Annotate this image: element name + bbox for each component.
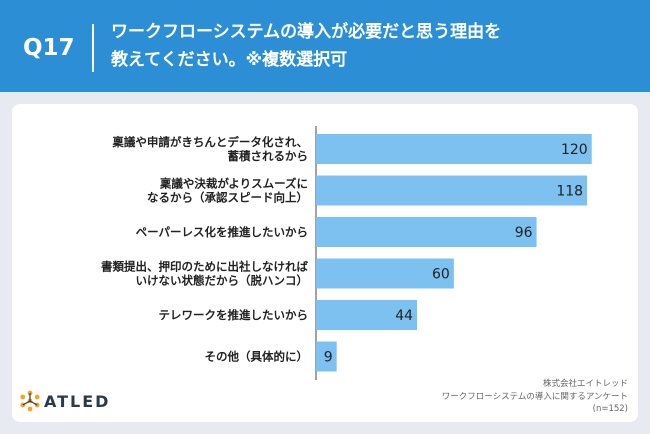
question-number: Q17 — [23, 35, 75, 61]
header-banner: Q17 ワークフローシステムの導入が必要だと思う理由を 教えてください。※複数選… — [0, 0, 650, 92]
bar-1 — [316, 175, 588, 206]
category-label-0: 稟議や申請がきちんとデータ化され、蓄積されるから — [111, 135, 308, 163]
chart-card: 120 稟議や申請がきちんとデータ化され、蓄積されるから 118 稟議や決裁がよりスム… — [12, 104, 638, 422]
category-label-4: テレワークを推進したいから — [159, 308, 309, 322]
category-label-2: ペーパーレス化を推進したいから — [136, 225, 308, 239]
bar-chart: 120 稟議や申請がきちんとデータ化され、蓄積されるから 118 稟議や決裁がよりスム… — [101, 126, 592, 380]
source-sample-size: (n=152) — [592, 404, 628, 414]
source-survey: ワークフローシステムの導入に関するアンケート — [441, 391, 628, 402]
source-company: 株式会社エイトレッド — [542, 379, 628, 389]
value-label-4: 44 — [395, 308, 413, 324]
value-label-2: 96 — [515, 225, 533, 241]
category-label-3: 書類提出、押印のために出社しなければいけない状態だから（脱ハンコ） — [101, 260, 308, 288]
source-note: 株式会社エイトレッド ワークフローシステムの導入に関するアンケート (n=152… — [348, 378, 628, 416]
atled-logo-icon — [20, 390, 40, 412]
bar-2 — [316, 217, 537, 247]
value-label-1: 118 — [556, 184, 583, 200]
bar-4 — [316, 300, 418, 330]
value-label-5: 9 — [324, 350, 333, 366]
category-label-1: 稟議や決裁がよりスムーズになるから（承認スピード向上） — [147, 177, 308, 205]
category-label-5: その他（具体的に） — [205, 350, 309, 364]
bar-0 — [316, 134, 592, 164]
value-label-3: 60 — [432, 267, 450, 283]
bar-3 — [316, 258, 454, 289]
question-text: ワークフローシステムの導入が必要だと思う理由を 教えてください。※複数選択可 — [111, 22, 502, 70]
header-divider — [92, 24, 94, 72]
logo-text: ATLED — [44, 392, 111, 411]
bar-5 — [316, 341, 337, 372]
value-label-0: 120 — [561, 142, 588, 158]
